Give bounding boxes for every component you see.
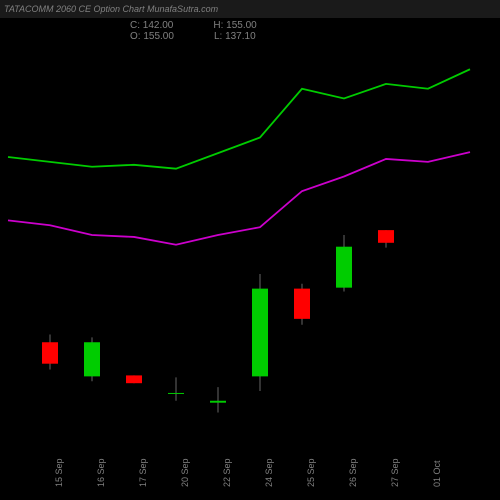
candle-body: [42, 342, 58, 363]
candle-body: [378, 230, 394, 243]
x-axis-label: 22 Sep: [222, 458, 232, 487]
indicator-line: [8, 69, 470, 168]
candle-body: [210, 401, 226, 403]
candle-body: [294, 289, 310, 319]
title-bar: TATACOMM 2060 CE Option Chart MunafaSutr…: [0, 0, 500, 18]
ohlc-panel: C: 142.00 H: 155.00 O: 155.00 L: 137.10: [130, 20, 257, 42]
chart-area: [0, 40, 480, 430]
indicator-line: [8, 152, 470, 245]
candle-body: [126, 375, 142, 383]
candle-body: [336, 247, 352, 288]
x-axis-label: 26 Sep: [348, 458, 358, 487]
ohlc-close: C: 142.00: [130, 20, 173, 31]
x-axis-label: 20 Sep: [180, 458, 190, 487]
candle-body: [168, 393, 184, 394]
x-axis-labels: 15 Sep 16 Sep 17 Sep 20 Sep 22 Sep 24 Sep 25 S…: [0, 432, 480, 492]
x-axis-label: 24 Sep: [264, 458, 274, 487]
candle-body: [84, 342, 100, 376]
candle-body: [252, 289, 268, 377]
x-axis-label: 17 Sep: [138, 458, 148, 487]
x-axis-label: 25 Sep: [306, 458, 316, 487]
chart-title: TATACOMM 2060 CE Option Chart MunafaSutr…: [4, 4, 218, 14]
x-axis-label: 15 Sep: [54, 458, 64, 487]
x-axis-label: 27 Sep: [390, 458, 400, 487]
chart-svg: [0, 40, 480, 430]
ohlc-high: H: 155.00: [213, 20, 256, 31]
x-axis-label: 01 Oct: [432, 460, 442, 487]
x-axis-label: 16 Sep: [96, 458, 106, 487]
